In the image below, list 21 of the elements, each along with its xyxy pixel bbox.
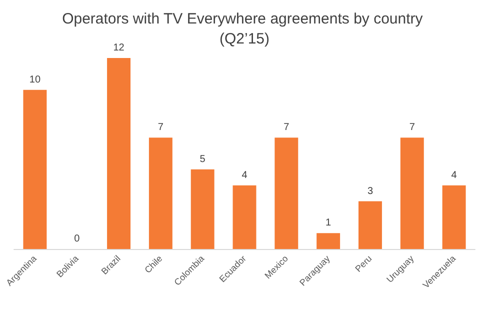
bar — [358, 201, 382, 249]
bar — [316, 233, 340, 249]
data-label: 4 — [451, 170, 458, 181]
data-label: 10 — [29, 74, 41, 86]
data-label: 7 — [284, 122, 290, 134]
bar — [107, 58, 131, 249]
data-label: 0 — [74, 234, 80, 244]
data-label: 1 — [326, 218, 332, 229]
data-label: 5 — [200, 154, 206, 165]
data-label: 4 — [242, 170, 248, 181]
data-label: 7 — [158, 122, 164, 134]
bar — [148, 138, 172, 249]
data-label: 7 — [409, 122, 416, 134]
bar — [232, 185, 256, 249]
bar — [190, 169, 214, 249]
data-label: 3 — [367, 186, 374, 197]
bar — [274, 138, 298, 249]
data-label: 12 — [113, 42, 125, 54]
bar — [23, 90, 47, 249]
bar — [400, 138, 424, 249]
bar — [442, 185, 466, 249]
